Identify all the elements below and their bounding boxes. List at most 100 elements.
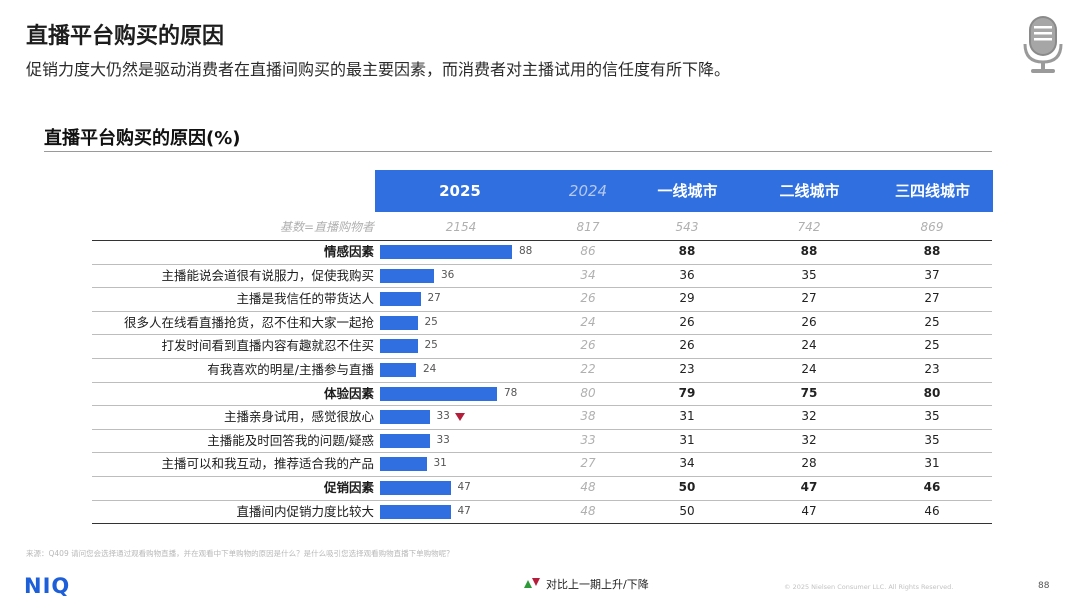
bar-2025	[380, 481, 451, 495]
up-down-arrow-icon	[524, 578, 540, 588]
copyright: © 2025 Nielsen Consumer LLC. All Rights …	[784, 583, 954, 591]
row-label: 情感因素	[323, 244, 374, 259]
bar-2025	[380, 504, 451, 519]
value-tier1: 36	[679, 267, 695, 282]
value-2024: 24	[580, 314, 596, 329]
col-header-tier34: 三四线城市	[894, 182, 970, 200]
value-2024: 26	[580, 338, 596, 353]
value-tier2: 35	[801, 267, 817, 282]
row-label: 主播能及时回答我的问题/疑惑	[207, 432, 374, 448]
bar-2025	[380, 386, 497, 401]
value-2024: 38	[580, 409, 596, 424]
value-tier2: 24	[801, 362, 817, 376]
value-tier34: 46	[923, 480, 941, 494]
value-2024: 33	[580, 432, 596, 447]
col-header-tier2: 二线城市	[779, 182, 840, 200]
page-number: 88	[1038, 581, 1050, 591]
value-tier34: 31	[924, 456, 940, 471]
title-divider	[44, 151, 992, 152]
source-note: 来源：Q409 请问您会选择通过观看购物直播，并在观看中下单购物的原因是什么？是…	[26, 549, 454, 558]
base-2024: 817	[576, 220, 600, 234]
microphone-icon	[1023, 16, 1063, 73]
col-header-2025: 2025	[439, 182, 481, 200]
bar-value-2025: 33	[436, 410, 450, 423]
bar-value-2025: 78	[504, 386, 518, 399]
value-tier34: 35	[924, 409, 940, 424]
value-2024: 34	[580, 267, 596, 282]
value-tier34: 88	[923, 244, 941, 258]
bar-value-2025: 25	[424, 315, 438, 328]
value-2024: 48	[580, 503, 596, 518]
niq-logo: NIQ	[24, 574, 71, 598]
bar-value-2025: 88	[519, 245, 533, 257]
row-label: 直播间内促销力度比较大	[236, 503, 374, 519]
value-tier2: 88	[800, 244, 818, 258]
page-title: 直播平台购买的原因	[26, 24, 225, 49]
bar-2025	[380, 457, 427, 472]
row-divider	[92, 452, 992, 454]
row-divider	[92, 476, 992, 477]
value-tier34: 80	[923, 385, 941, 400]
bar-value-2025: 47	[457, 481, 471, 493]
value-tier1: 50	[678, 480, 696, 494]
value-tier34: 37	[924, 267, 940, 282]
value-2024: 80	[580, 385, 596, 400]
bar-value-2025: 27	[427, 292, 441, 305]
row-divider	[92, 358, 992, 359]
value-tier1: 50	[679, 503, 695, 518]
row-label: 主播能说会道很有说服力，促使我购买	[161, 267, 374, 283]
row-divider	[92, 310, 992, 312]
value-tier34: 25	[924, 338, 940, 353]
down-marker-icon	[454, 413, 465, 422]
page-subtitle: 促销力度大仍然是驱动消费者在直播间购买的最主要因素，而消费者对主播试用的信任度有…	[26, 60, 731, 79]
value-tier34: 35	[924, 432, 940, 447]
value-tier1: 23	[679, 362, 695, 376]
row-label: 主播亲身试用，感觉很放心	[223, 409, 374, 425]
row-label: 打发时间看到直播内容有趣就忍不住买	[161, 338, 374, 354]
legend-label: 对比上一期上升/下降	[546, 578, 649, 591]
value-tier2: 32	[801, 432, 817, 447]
row-divider	[92, 287, 992, 289]
row-label: 很多人在线看直播抢货，忍不住和大家一起抢	[123, 314, 374, 330]
table-header-bar	[375, 170, 993, 212]
value-2024: 86	[580, 244, 596, 258]
bar-2025	[380, 245, 512, 259]
base-label: 基数=直播购物者	[279, 220, 374, 234]
bar-2025	[380, 339, 418, 354]
bar-value-2025: 47	[457, 504, 471, 517]
value-tier1: 79	[678, 385, 696, 400]
row-label: 有我喜欢的明星/主播参与直播	[207, 362, 374, 377]
base-tier34: 869	[920, 220, 944, 234]
row-label: 主播可以和我互动，推荐适合我的产品	[161, 456, 374, 472]
value-tier2: 24	[801, 338, 817, 353]
value-tier2: 47	[801, 503, 817, 518]
value-tier1: 26	[679, 314, 695, 329]
base-2025: 2154	[445, 220, 477, 234]
row-divider	[92, 428, 992, 430]
row-label: 促销因素	[323, 480, 374, 495]
value-tier1: 31	[679, 432, 695, 447]
row-label: 体验因素	[323, 385, 374, 401]
value-tier1: 31	[679, 409, 695, 424]
row-divider	[92, 405, 992, 407]
bar-2025	[380, 292, 421, 307]
row-label: 主播是我信任的带货达人	[236, 291, 374, 307]
bar-2025	[380, 315, 418, 330]
value-tier34: 25	[924, 314, 940, 329]
row-divider	[92, 263, 992, 265]
value-tier1: 26	[679, 338, 695, 353]
row-divider	[92, 381, 992, 383]
value-tier2: 28	[801, 456, 817, 471]
bar-value-2025: 33	[436, 433, 450, 446]
value-tier2: 27	[801, 291, 817, 306]
bar-2025	[380, 268, 434, 283]
row-divider	[92, 334, 992, 336]
bar-value-2025: 24	[423, 363, 437, 375]
row-divider	[92, 240, 992, 241]
value-tier34: 27	[924, 291, 940, 306]
base-tier1: 543	[675, 220, 699, 234]
chart-title: 直播平台购买的原因(%)	[44, 128, 241, 149]
value-2024: 22	[580, 362, 596, 376]
value-tier2: 26	[801, 314, 817, 329]
bar-value-2025: 31	[433, 457, 447, 470]
